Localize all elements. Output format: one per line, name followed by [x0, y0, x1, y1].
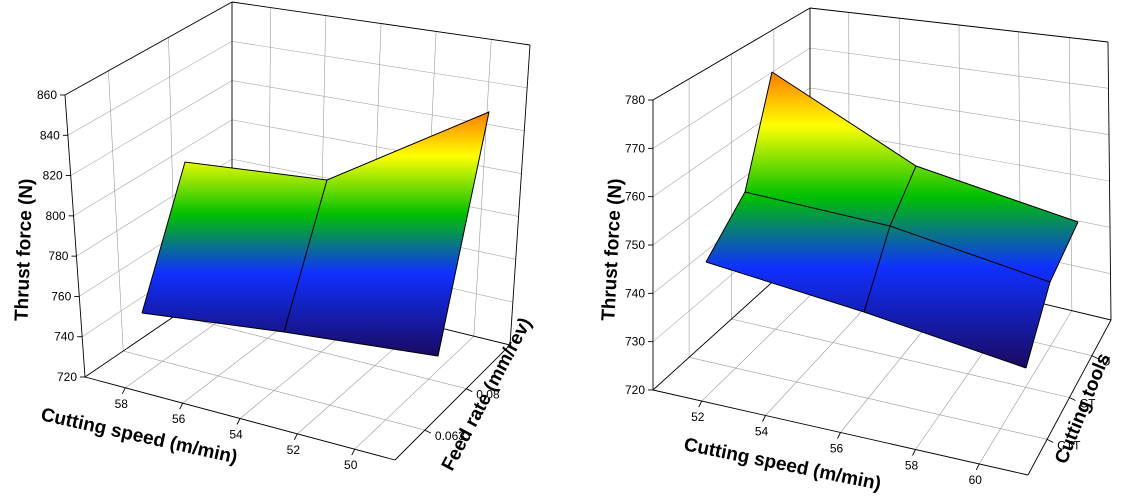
z-tick-label: 750	[625, 238, 645, 252]
x-axis-title: Cutting speed (m/min)	[682, 434, 883, 495]
mesh-line	[705, 261, 1027, 369]
y-tick-label: 0.063	[435, 429, 465, 443]
z-axis-ticks: 720 740 760 780 800 820 840 860	[37, 88, 85, 384]
x-tick-label: 58	[905, 459, 919, 473]
z-axis-ticks: 720 730 740 750 760 770 780	[625, 93, 653, 397]
z-tick-label: 720	[57, 370, 77, 384]
x-tick-label: 58	[115, 397, 129, 411]
mesh-line	[771, 71, 1079, 223]
z-tick-label: 740	[54, 330, 74, 344]
mesh-line	[283, 179, 328, 333]
mesh-line	[744, 191, 1051, 283]
y-tick-label: CT	[1080, 397, 1097, 411]
thrust-force-vs-speed-feed-chart: 72074076078080082084086058565452500.0630…	[12, 1, 536, 474]
z-tick-label: 800	[46, 209, 66, 223]
z-tick-label: 740	[625, 286, 645, 300]
response-surface	[141, 111, 490, 357]
x-axis-title: Cutting speed (m/min)	[39, 404, 239, 468]
x-tick-label: 60	[969, 473, 983, 487]
z-tick-label: 860	[37, 88, 57, 102]
x-tick-label: 56	[830, 442, 844, 456]
x-axis-ticks: 58 56 54 52 50	[115, 387, 358, 472]
z-tick-label: 720	[625, 383, 645, 397]
z-tick-label: 760	[51, 289, 71, 303]
y-tick-label: U	[1102, 355, 1111, 369]
x-tick-label: 52	[287, 443, 301, 457]
z-tick-label: 840	[40, 128, 60, 142]
surface-patch	[284, 112, 489, 356]
y-axis-ticks: 0.063 0.08	[424, 388, 500, 443]
y-tick-label: CTT	[1057, 438, 1081, 452]
thrust-force-vs-speed-tools-chart: 7207307407507607707805254565860CTTCTUCut…	[598, 7, 1115, 495]
x-tick-label: 50	[344, 458, 358, 472]
surface-patch	[745, 72, 916, 226]
z-tick-label: 760	[625, 190, 645, 204]
x-axis-ticks: 52 54 56 58 60	[691, 400, 983, 487]
surface-patch	[142, 162, 327, 332]
z-axis-title: Thrust force (N)	[598, 178, 626, 321]
response-surface	[705, 71, 1079, 369]
x-tick-label: 56	[172, 412, 186, 426]
x-tick-label: 54	[755, 425, 769, 439]
z-axis-title: Thrust force (N)	[12, 178, 38, 321]
z-tick-label: 820	[43, 169, 63, 183]
z-tick-label: 770	[625, 141, 645, 155]
x-tick-label: 54	[229, 428, 243, 442]
z-tick-label: 780	[48, 249, 68, 263]
y-tick-label: 0.08	[476, 388, 500, 402]
z-tick-label: 730	[625, 335, 645, 349]
surface-patch	[890, 166, 1078, 282]
y-axis-title: Cutting tools	[1051, 350, 1114, 466]
y-axis-ticks: CTT CT U	[1046, 355, 1111, 452]
surface-patch	[864, 226, 1050, 368]
y-axis-title: Feed rate (mm/rev)	[438, 314, 536, 474]
surface-patch	[706, 192, 890, 312]
z-tick-label: 780	[625, 93, 645, 107]
x-tick-label: 52	[691, 410, 705, 424]
